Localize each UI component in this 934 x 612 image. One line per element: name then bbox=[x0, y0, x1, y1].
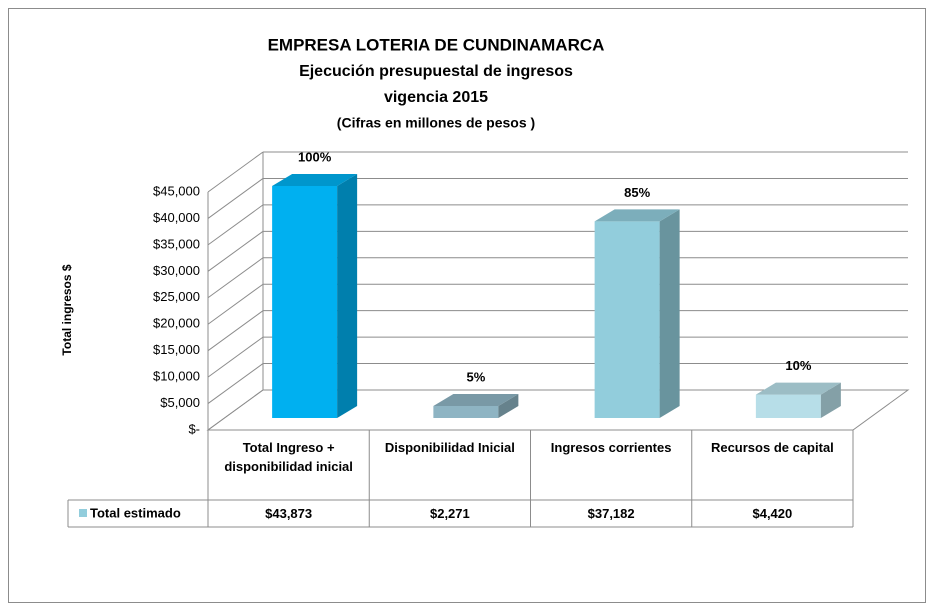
grid-line bbox=[207, 257, 264, 299]
bar-front bbox=[433, 405, 499, 418]
percent-label: 5% bbox=[466, 369, 485, 384]
table-value-box: $2,271 bbox=[429, 506, 470, 521]
legend-label: Total estimado bbox=[90, 505, 181, 520]
bar-top bbox=[594, 209, 680, 222]
table-value-box: $4,420 bbox=[752, 506, 793, 521]
grid-line bbox=[207, 310, 264, 352]
grid-line bbox=[207, 204, 264, 246]
bar-top bbox=[755, 382, 841, 395]
y-tick-label: $40,000 bbox=[153, 210, 200, 225]
grid-line bbox=[207, 178, 264, 219]
bar bbox=[594, 209, 680, 418]
percent-label: 85% bbox=[624, 185, 650, 200]
x-tick-label: Disponibilidad Inicial bbox=[384, 440, 515, 455]
y-tick-label: $25,000 bbox=[153, 289, 200, 304]
bar bbox=[272, 173, 358, 418]
x-tick-label: Ingresos corrientes bbox=[550, 440, 672, 455]
grid-line bbox=[207, 336, 264, 378]
table-value-box: $37,182 bbox=[587, 506, 635, 521]
y-axis-label: Total ingresos $ bbox=[60, 264, 74, 355]
percent-label: 100% bbox=[298, 149, 332, 164]
y-tick-label: $20,000 bbox=[153, 316, 200, 331]
chart-title: EMPRESA LOTERIA DE CUNDINAMARCA bbox=[268, 35, 605, 54]
bar-top bbox=[433, 393, 519, 406]
y-tick-label: $5,000 bbox=[160, 395, 200, 410]
chart-subtitle: vigencia 2015 bbox=[384, 89, 488, 106]
table-value-box: $43,873 bbox=[265, 506, 313, 521]
x-tick-label: Total Ingreso + disponibilidad inicial bbox=[224, 440, 353, 474]
y-tick-label: $35,000 bbox=[153, 236, 200, 251]
y-tick-label: $15,000 bbox=[153, 342, 200, 357]
chart-subtitle: Ejecución presupuestal de ingresos bbox=[299, 63, 573, 80]
chart-frame bbox=[8, 8, 926, 603]
x-tick-label: Recursos de capital bbox=[710, 440, 834, 455]
grid-line bbox=[207, 230, 264, 272]
bar-front bbox=[272, 185, 338, 418]
table-value: $2,271 bbox=[429, 506, 470, 521]
grid-line bbox=[207, 389, 264, 431]
x-tick-label-box: Ingresos corrientes bbox=[550, 440, 672, 455]
x-tick-label-box: Total Ingreso + disponibilidad inicial bbox=[224, 440, 353, 474]
grid-line bbox=[207, 363, 264, 404]
legend-swatch bbox=[79, 509, 87, 517]
table-value: $37,182 bbox=[587, 506, 635, 521]
bar-side bbox=[659, 209, 680, 418]
table-value: $4,420 bbox=[752, 506, 793, 521]
grid-line bbox=[207, 151, 264, 193]
percent-label: 10% bbox=[785, 358, 811, 373]
x-tick-label-box: Disponibilidad Inicial bbox=[384, 440, 515, 455]
bar-front bbox=[594, 221, 660, 418]
bar-front bbox=[755, 394, 821, 418]
y-tick-label: $45,000 bbox=[153, 183, 200, 198]
bar-side bbox=[820, 382, 841, 418]
grid-line bbox=[207, 283, 264, 325]
table-value: $43,873 bbox=[265, 506, 313, 521]
x-tick-label-box: Recursos de capital bbox=[710, 440, 834, 455]
y-tick-label: $- bbox=[188, 421, 200, 436]
bar bbox=[433, 393, 519, 418]
bar-side bbox=[498, 393, 519, 418]
bar-top bbox=[272, 173, 358, 186]
bar bbox=[755, 382, 841, 418]
y-tick-label: $30,000 bbox=[153, 263, 200, 278]
chart-note: (Cifras en millones de pesos ) bbox=[337, 115, 535, 131]
bar-side bbox=[337, 173, 358, 418]
y-tick-label: $10,000 bbox=[153, 369, 200, 384]
